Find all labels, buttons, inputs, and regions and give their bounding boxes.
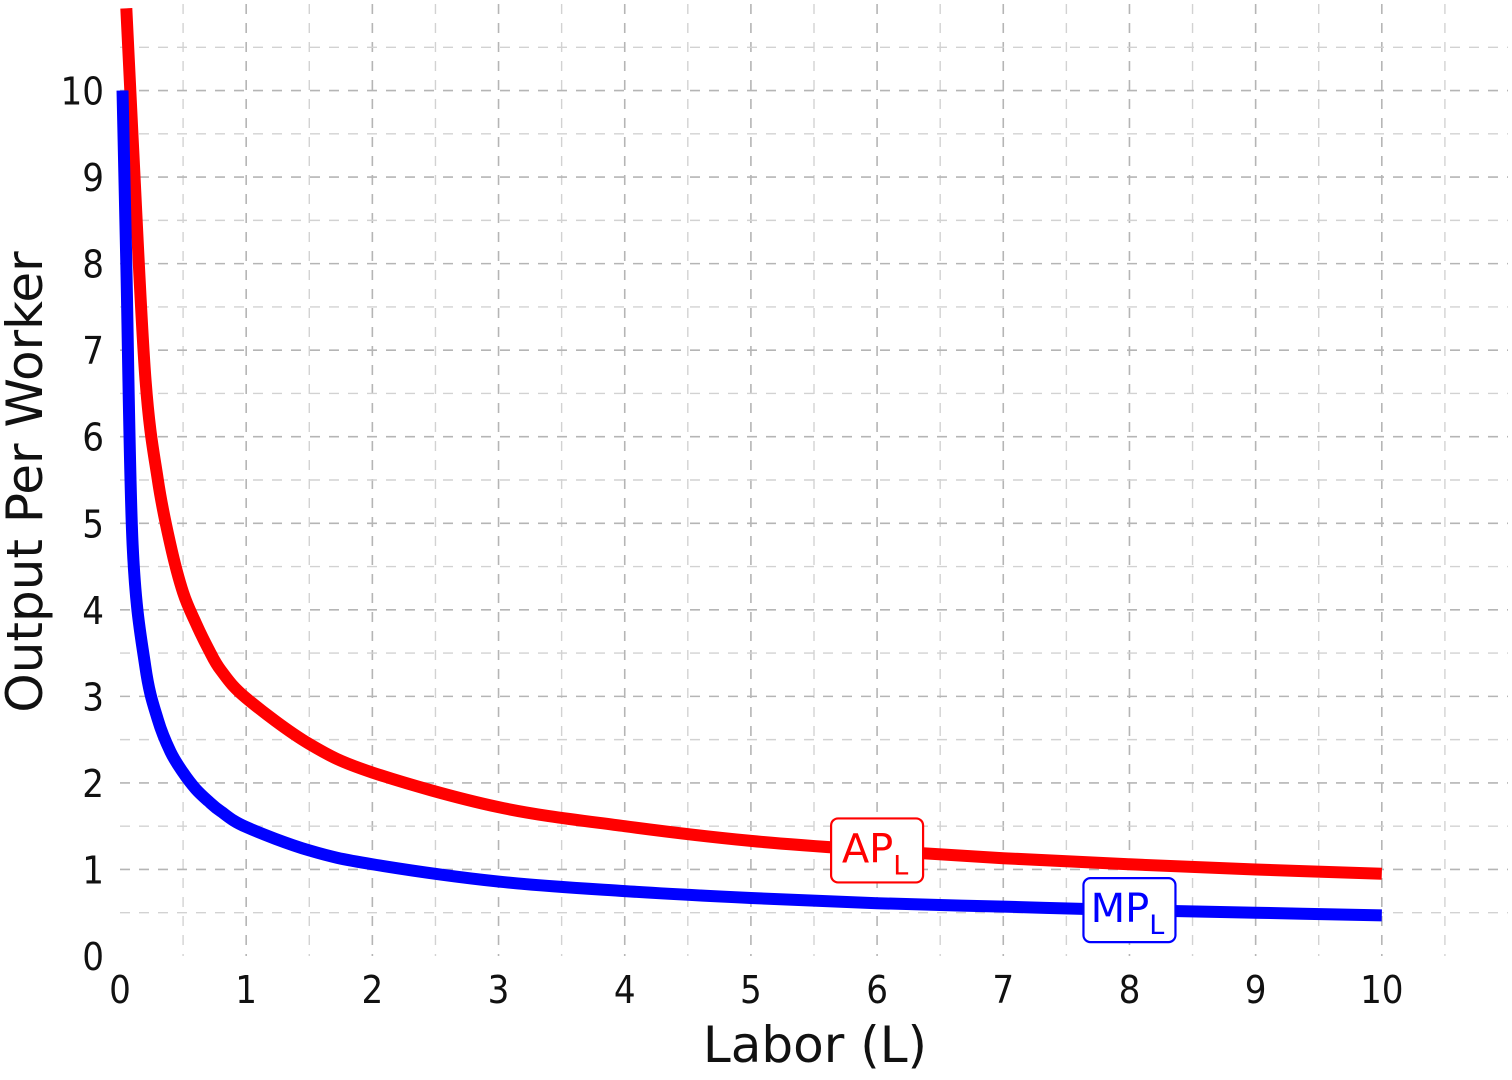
mp-curve [116,90,1382,922]
x-tick-label: 6 [866,968,888,1012]
y-tick-label: 5 [82,502,104,546]
mp-label-box [1082,877,1177,944]
x-tick-label: 7 [992,968,1014,1012]
y-tick-label: 1 [82,848,104,892]
x-tick-label: 8 [1119,968,1141,1012]
x-tick-label: 0 [109,968,131,1012]
x-tick-label: 10 [1360,968,1404,1012]
x-tick-label: 9 [1245,968,1267,1012]
mp-label-text: MPL [1091,886,1165,941]
y-tick-label: 9 [82,156,104,200]
ap-curve [120,8,1383,880]
x-tick-label: 3 [488,968,510,1012]
y-tick-label: 2 [82,762,104,806]
x-tick-label: 5 [740,968,762,1012]
mp-label-subscript: L [1149,910,1164,941]
y-tick-label: 10 [61,70,105,114]
ap-label-text: APL [842,826,909,881]
y-tick-label: 4 [82,589,104,633]
grid-lines [120,4,1508,956]
x-tick-label: 2 [361,968,383,1012]
x-axis-ticks: 0 1 2 3 4 5 6 7 8 9 10 [109,968,1403,1012]
x-tick-label: 4 [614,968,636,1012]
y-tick-label: 0 [82,935,104,979]
y-tick-label: 8 [82,243,104,287]
ap-label: APL [829,817,925,884]
y-tick-label: 3 [82,675,104,719]
x-axis-title: Labor (L) [703,1016,927,1074]
y-axis-title: Output Per Worker [0,251,54,713]
mp-label: MPL [1082,877,1177,944]
series-curves [116,8,1383,922]
y-tick-label: 6 [82,416,104,460]
ap-label-box [829,817,925,884]
mp-label-main: MP [1091,886,1150,932]
y-axis-ticks: 0 1 2 3 4 5 6 7 8 9 10 [61,70,105,979]
y-tick-label: 7 [82,329,104,373]
ap-label-subscript: L [893,850,908,881]
ap-label-main: AP [842,826,893,872]
x-tick-label: 1 [235,968,257,1012]
